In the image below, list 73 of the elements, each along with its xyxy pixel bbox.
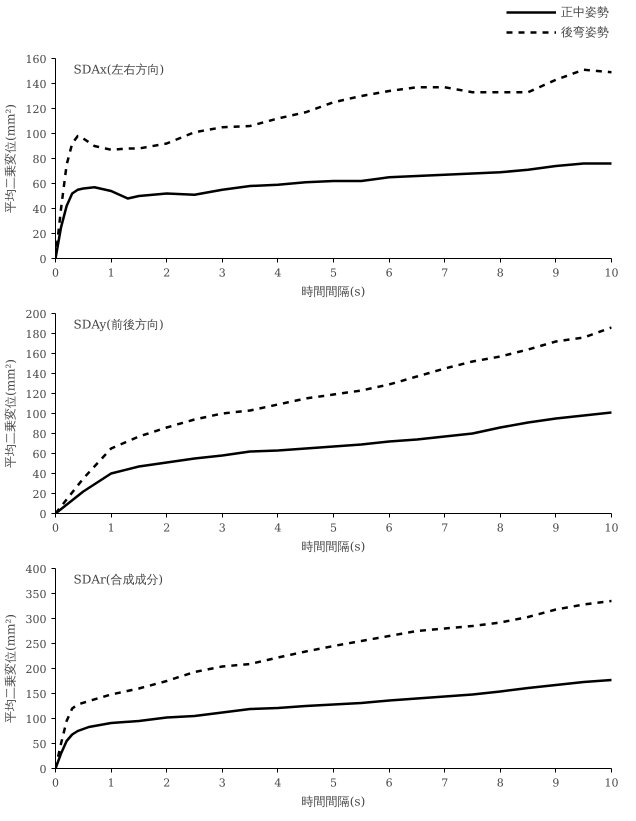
y-tick-label: 140 [26,368,47,381]
y-tick-label: 200 [26,663,47,676]
legend-label: 後弯姿勢 [561,24,609,40]
x-tick-label: 6 [386,266,393,280]
y-tick-label: 160 [26,53,47,66]
y-axis-title: 平均二乗変位(mm²) [4,614,18,723]
x-tick-label: 4 [274,776,282,790]
y-tick-label: 350 [26,588,47,601]
y-tick-label: 100 [26,128,47,141]
x-tick-label: 5 [330,522,337,534]
chart-title: SDAx(左右方向) [74,62,164,76]
x-tick-label: 8 [496,266,504,280]
x-tick-label: 10 [604,522,618,534]
x-tick-label: 1 [108,522,115,534]
x-tick-label: 6 [386,776,393,790]
chart-title: SDAr(合成成分) [74,572,164,586]
x-tick-label: 2 [163,266,170,280]
y-tick-label: 40 [32,468,47,481]
y-tick-label: 0 [40,763,46,776]
chart-title: SDAy(前後方向) [74,318,164,332]
y-tick-label: 300 [26,613,47,626]
y-tick-label: 20 [32,488,47,501]
y-tick-label: 150 [26,688,47,701]
y-tick-label: 0 [40,253,46,266]
x-tick-label: 6 [386,522,393,534]
y-axis-title: 平均二乗変位(mm²) [4,104,18,213]
x-tick-label: 5 [330,776,337,790]
x-tick-label: 7 [441,266,448,280]
x-tick-label: 4 [274,522,282,534]
x-tick-label: 3 [218,522,226,534]
x-axis-title: 時間間隔(s) [302,284,366,298]
y-tick-label: 80 [32,153,47,166]
y-tick-label: 0 [40,508,46,521]
x-tick-label: 10 [604,776,618,790]
y-tick-label: 50 [32,738,47,751]
y-tick-label: 100 [26,408,47,421]
x-tick-label: 2 [163,776,170,790]
x-tick-label: 7 [441,776,448,790]
y-axis-title: 平均二乗変位(mm²) [4,359,18,468]
x-axis-title: 時間間隔(s) [302,794,366,808]
y-tick-label: 250 [26,638,47,651]
x-tick-label: 9 [552,776,560,790]
x-tick-label: 9 [552,266,560,280]
x-tick-label: 3 [218,776,226,790]
y-tick-label: 400 [26,563,47,576]
legend-label: 正中姿勢 [561,4,609,20]
y-tick-label: 180 [26,328,47,341]
y-tick-label: 40 [32,203,47,216]
x-tick-label: 1 [108,776,115,790]
x-tick-label: 10 [604,266,618,280]
x-tick-label: 5 [330,266,337,280]
x-tick-label: 1 [108,266,115,280]
y-tick-label: 60 [32,178,47,191]
y-tick-label: 200 [26,308,47,321]
y-tick-label: 60 [32,448,47,461]
x-tick-label: 0 [52,776,59,790]
x-tick-label: 4 [274,266,282,280]
y-tick-label: 120 [26,103,47,116]
y-tick-label: 80 [32,428,47,441]
y-tick-label: 120 [26,388,47,401]
y-tick-label: 20 [32,228,47,241]
x-tick-label: 0 [52,522,59,534]
x-tick-label: 3 [218,266,226,280]
y-tick-label: 140 [26,78,47,91]
x-tick-label: 7 [441,522,448,534]
x-tick-label: 8 [496,522,504,534]
y-tick-label: 100 [26,713,47,726]
x-tick-label: 8 [496,776,504,790]
x-axis-title: 時間間隔(s) [302,540,366,554]
x-tick-label: 9 [552,522,560,534]
y-tick-label: 160 [26,348,47,361]
x-tick-label: 2 [163,522,170,534]
x-tick-label: 0 [52,266,59,280]
